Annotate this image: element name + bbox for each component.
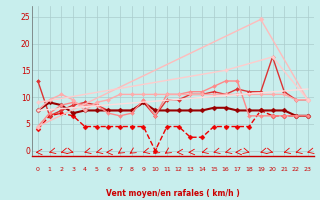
X-axis label: Vent moyen/en rafales ( km/h ): Vent moyen/en rafales ( km/h ) <box>106 189 240 198</box>
